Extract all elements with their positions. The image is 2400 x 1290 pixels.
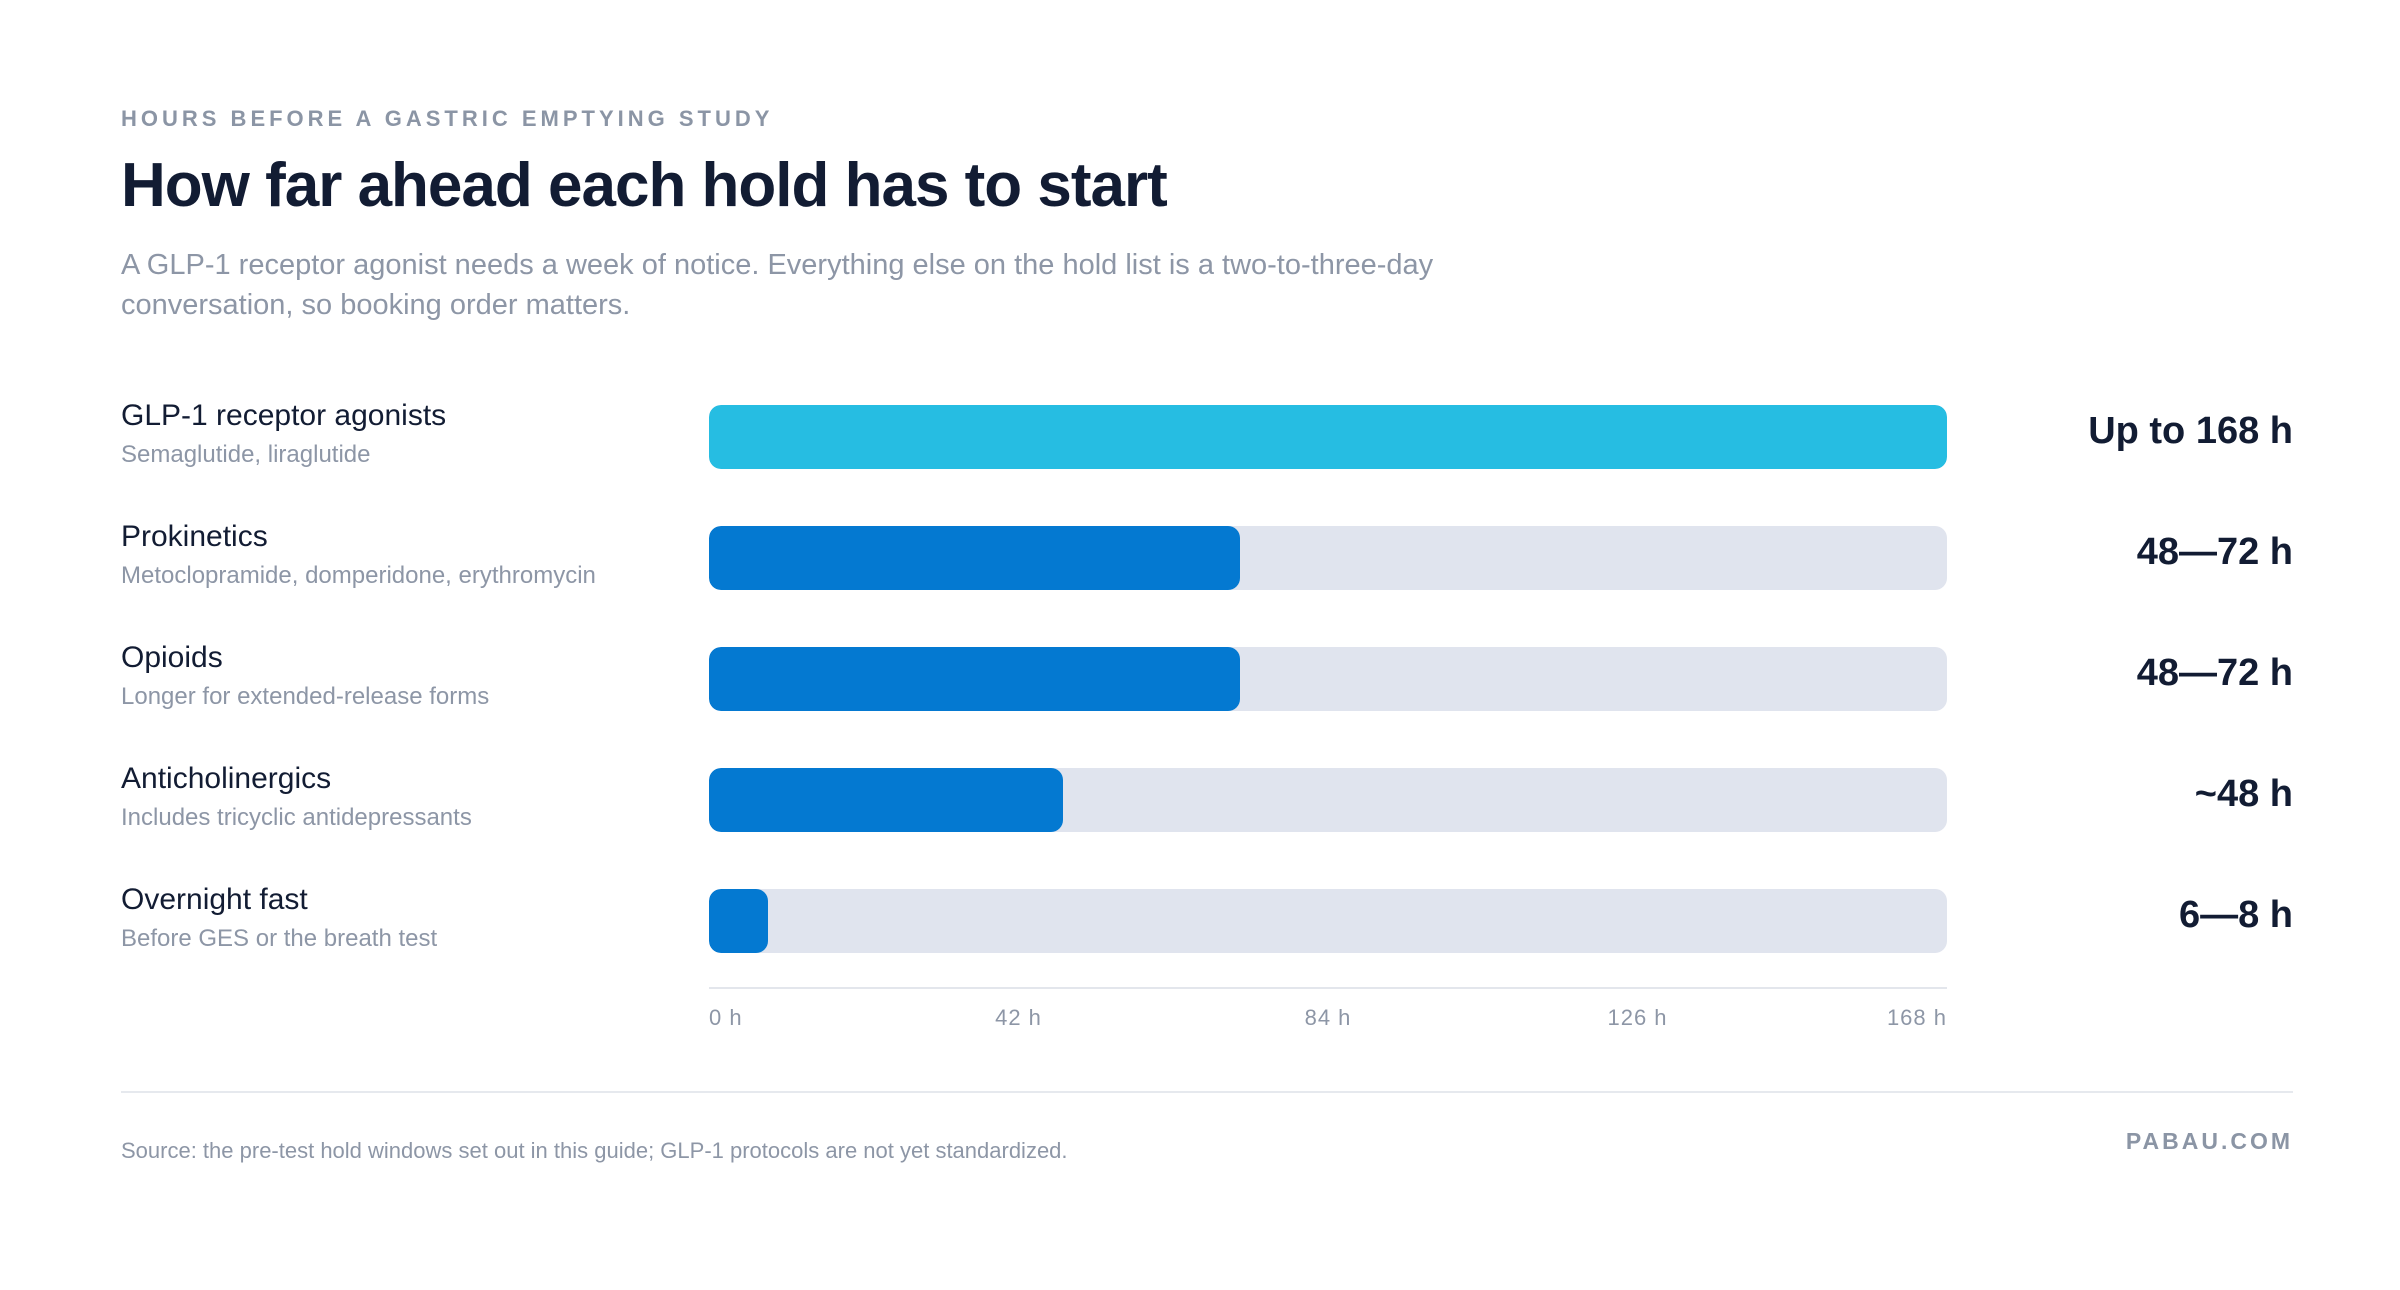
value-label: Up to 168 h xyxy=(2088,410,2293,452)
bar-track xyxy=(709,889,1947,953)
bar-track xyxy=(709,647,1947,711)
value-label: 48—72 h xyxy=(2136,531,2293,573)
bar xyxy=(709,768,1063,832)
category-name: Opioids xyxy=(121,641,223,674)
eyebrow-label: HOURS BEFORE A GASTRIC EMPTYING STUDY xyxy=(121,106,774,131)
category-description: Before GES or the breath test xyxy=(121,925,438,952)
bar xyxy=(709,526,1240,590)
x-tick-label: 168 h xyxy=(1886,1005,1947,1030)
bar-track xyxy=(709,768,1947,832)
chart-title: How far ahead each hold has to start xyxy=(121,151,1168,220)
category-name: Anticholinergics xyxy=(121,762,332,795)
x-tick-label: 0 h xyxy=(709,1005,743,1030)
footer-divider xyxy=(121,1091,2293,1093)
category-name: GLP-1 receptor agonists xyxy=(121,399,447,432)
category-name: Overnight fast xyxy=(121,883,308,916)
bar xyxy=(709,405,1947,469)
category-description: Semaglutide, liraglutide xyxy=(121,441,371,468)
bar-track xyxy=(709,405,1947,469)
x-tick-label: 126 h xyxy=(1607,1005,1668,1030)
bar xyxy=(709,647,1240,711)
value-label: ~48 h xyxy=(2194,773,2293,815)
x-tick-label: 84 h xyxy=(1304,1005,1352,1030)
x-tick-label: 42 h xyxy=(995,1005,1042,1030)
value-label: 6—8 h xyxy=(2178,894,2293,936)
x-axis-line xyxy=(709,987,1947,989)
bar-track xyxy=(709,526,1947,590)
category-description: Includes tricyclic antidepressants xyxy=(121,804,472,831)
source-note: Source: the pre-test hold windows set ou… xyxy=(121,1138,1068,1163)
brand-mark[interactable]: PABAU.COM xyxy=(2125,1128,2293,1154)
row-label: Anticholinergics Includes tricyclic antid… xyxy=(121,761,681,835)
row-label: Opioids Longer for extended-release forms xyxy=(121,640,681,714)
category-name: Prokinetics xyxy=(121,520,268,553)
row-label: Overnight fast Before GES or the breath t… xyxy=(121,882,681,956)
row-label: GLP-1 receptor agonists Semaglutide, lira… xyxy=(121,398,681,472)
value-label: 48—72 h xyxy=(2136,652,2293,694)
category-description: Longer for extended-release forms xyxy=(121,683,490,710)
row-label: Prokinetics Metoclopramide, domperidone, … xyxy=(121,519,681,593)
bar xyxy=(709,889,768,953)
category-description: Metoclopramide, domperidone, erythromyci… xyxy=(121,562,596,589)
chart-subtitle: A GLP-1 receptor agonist needs a week of… xyxy=(121,249,1434,321)
